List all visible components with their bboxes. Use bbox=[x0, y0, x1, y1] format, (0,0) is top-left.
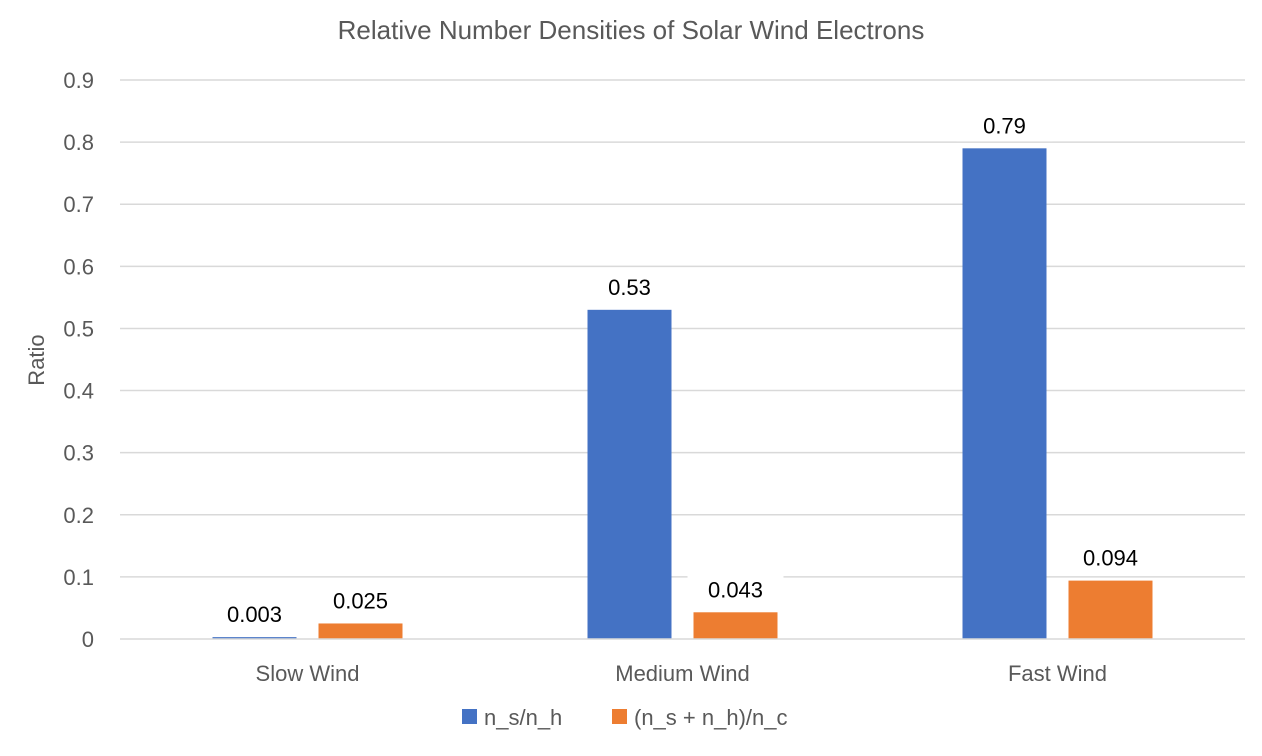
bar-ns-nh-fast-wind bbox=[962, 148, 1047, 640]
chart-title: Relative Number Densities of Solar Wind … bbox=[338, 15, 925, 45]
data-label-background bbox=[956, 107, 1053, 142]
y-tick-label: 0 bbox=[82, 627, 94, 652]
y-axis-ticks: 0 0.1 0.2 0.3 0.4 0.5 0.6 0.7 0.8 0.9 bbox=[63, 68, 94, 652]
data-labels: 0.003 0.025 0.53 0.043 0.79 0.094 bbox=[206, 107, 1159, 631]
y-axis-label: Ratio bbox=[24, 334, 49, 385]
data-label: 0.79 bbox=[983, 113, 1026, 138]
y-tick-label: 0.5 bbox=[63, 316, 94, 341]
bar-ns-nh-nc-slow-wind bbox=[318, 623, 403, 639]
y-tick-label: 0.8 bbox=[63, 130, 94, 155]
bar-ns-nh-nc-medium-wind bbox=[693, 612, 778, 639]
data-label: 0.53 bbox=[608, 275, 651, 300]
data-label-background bbox=[1062, 539, 1159, 574]
data-label: 0.025 bbox=[333, 588, 388, 613]
data-label-background bbox=[206, 596, 303, 631]
legend-swatch bbox=[462, 709, 477, 724]
y-tick-label: 0.1 bbox=[63, 565, 94, 590]
y-tick-label: 0.6 bbox=[63, 254, 94, 279]
data-label: 0.003 bbox=[227, 602, 282, 627]
data-label-background bbox=[312, 582, 409, 617]
x-tick-label: Medium Wind bbox=[615, 661, 749, 686]
data-label: 0.043 bbox=[708, 577, 763, 602]
legend-label: (n_s + n_h)/n_c bbox=[634, 705, 787, 730]
y-tick-label: 0.3 bbox=[63, 441, 94, 466]
legend-label: n_s/n_h bbox=[484, 705, 562, 730]
data-label: 0.094 bbox=[1083, 546, 1138, 571]
y-tick-label: 0.2 bbox=[63, 503, 94, 528]
x-tick-label: Fast Wind bbox=[1008, 661, 1107, 686]
legend: n_s/n_h (n_s + n_h)/n_c bbox=[462, 705, 787, 730]
bar-ns-nh-nc-fast-wind bbox=[1068, 580, 1153, 639]
legend-swatch bbox=[612, 709, 627, 724]
x-axis-ticks: Slow Wind Medium Wind Fast Wind bbox=[256, 661, 1107, 686]
y-tick-label: 0.7 bbox=[63, 192, 94, 217]
x-tick-label: Slow Wind bbox=[256, 661, 360, 686]
bar-ns-nh-slow-wind bbox=[212, 637, 297, 639]
gridlines bbox=[120, 79, 1245, 578]
data-label-background bbox=[687, 571, 784, 606]
bars bbox=[212, 148, 1153, 640]
bar-ns-nh-medium-wind bbox=[587, 309, 672, 639]
data-label-background bbox=[581, 268, 678, 303]
y-tick-label: 0.9 bbox=[63, 68, 94, 93]
y-tick-label: 0.4 bbox=[63, 379, 94, 404]
